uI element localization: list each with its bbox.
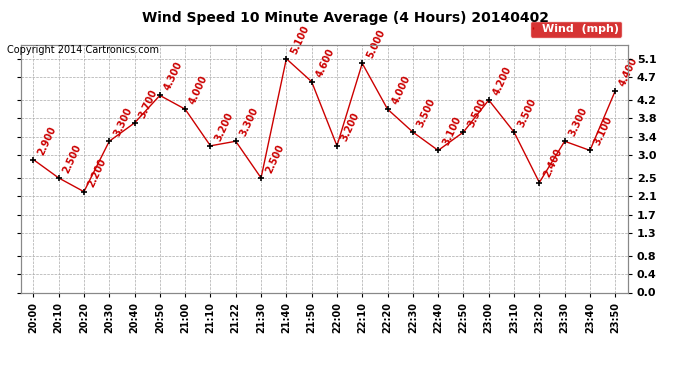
Text: 3.700: 3.700 <box>137 88 159 120</box>
Text: 5.000: 5.000 <box>365 28 387 60</box>
Text: Copyright 2014 Cartronics.com: Copyright 2014 Cartronics.com <box>7 45 159 55</box>
Legend: Wind  (mph): Wind (mph) <box>530 21 622 38</box>
Text: 3.100: 3.100 <box>441 115 463 147</box>
Text: 2.900: 2.900 <box>36 124 58 156</box>
Text: 3.100: 3.100 <box>593 115 615 147</box>
Text: 5.100: 5.100 <box>289 24 311 56</box>
Text: 3.200: 3.200 <box>213 111 235 142</box>
Text: 2.500: 2.500 <box>61 142 83 175</box>
Text: 4.400: 4.400 <box>618 56 640 88</box>
Text: 4.200: 4.200 <box>491 65 513 97</box>
Text: 3.300: 3.300 <box>238 106 260 138</box>
Text: 4.600: 4.600 <box>314 46 336 78</box>
Text: 4.000: 4.000 <box>390 74 412 106</box>
Text: 3.300: 3.300 <box>567 106 589 138</box>
Text: 3.200: 3.200 <box>339 111 362 142</box>
Text: 3.500: 3.500 <box>415 97 437 129</box>
Text: 4.000: 4.000 <box>188 74 210 106</box>
Text: 3.500: 3.500 <box>517 97 539 129</box>
Text: Wind Speed 10 Minute Average (4 Hours) 20140402: Wind Speed 10 Minute Average (4 Hours) 2… <box>141 11 549 25</box>
Text: 4.300: 4.300 <box>162 60 184 92</box>
Text: 2.400: 2.400 <box>542 147 564 179</box>
Text: 2.500: 2.500 <box>264 142 286 175</box>
Text: 3.300: 3.300 <box>112 106 134 138</box>
Text: 3.500: 3.500 <box>466 97 488 129</box>
Text: 2.200: 2.200 <box>86 156 108 189</box>
